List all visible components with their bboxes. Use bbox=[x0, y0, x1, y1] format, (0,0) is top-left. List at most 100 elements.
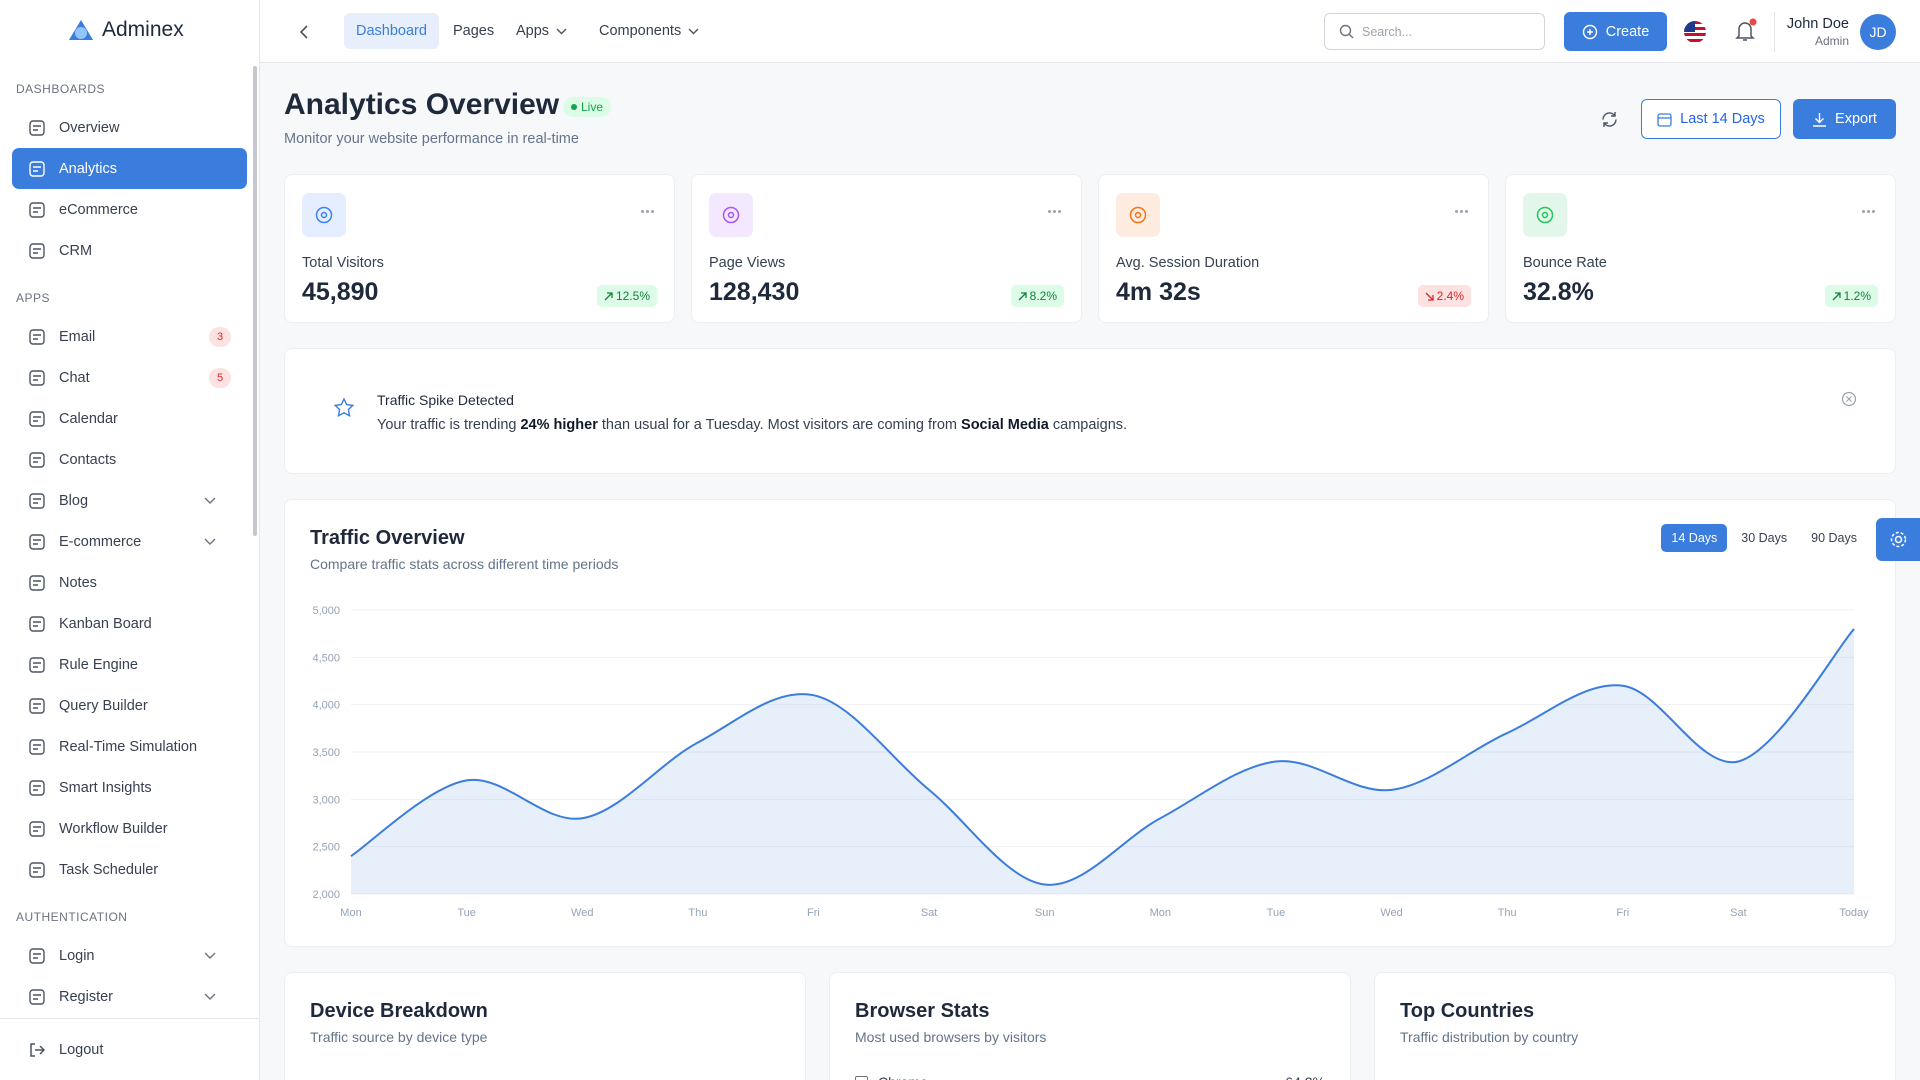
nav-item[interactable]: Pages bbox=[453, 23, 495, 39]
menu-label: Calendar bbox=[59, 410, 118, 427]
icon bbox=[29, 615, 45, 632]
menu-label: Register bbox=[59, 988, 113, 1005]
icon-shape bbox=[29, 201, 45, 218]
menu-item[interactable]: Rule Engine bbox=[12, 644, 247, 685]
icon-shape bbox=[29, 328, 45, 345]
brand: Adminex bbox=[68, 18, 184, 42]
y-tick-label: 2,000 bbox=[312, 889, 340, 901]
x-tick-label: Sun bbox=[1035, 907, 1055, 919]
icon-shape bbox=[29, 656, 45, 673]
range-tab[interactable]: 90 Days bbox=[1811, 531, 1857, 545]
icon-shape bbox=[33, 374, 41, 381]
icon-shape bbox=[33, 333, 41, 340]
more-menu[interactable] bbox=[1455, 210, 1468, 213]
settings-tab[interactable] bbox=[1876, 518, 1920, 561]
menu-item[interactable]: Overview bbox=[12, 107, 247, 148]
menu-item[interactable]: Task Scheduler bbox=[12, 849, 247, 890]
notifications[interactable] bbox=[1734, 18, 1758, 44]
menu-item[interactable]: Workflow Builder bbox=[12, 808, 247, 849]
icon bbox=[30, 1042, 46, 1057]
menu-item[interactable]: Calendar bbox=[12, 398, 247, 439]
menu-item[interactable]: Kanban Board bbox=[12, 603, 247, 644]
user-info[interactable]: John Doe Admin bbox=[1787, 16, 1849, 48]
icon bbox=[29, 656, 45, 673]
card-title: Device Breakdown bbox=[310, 1000, 488, 1022]
logo bbox=[69, 20, 93, 40]
info-card: Top Countries Traffic distribution by cou… bbox=[1374, 972, 1896, 1080]
icon-shape bbox=[33, 456, 41, 463]
icon-shape bbox=[29, 242, 45, 259]
card-subtitle: Traffic distribution by country bbox=[1400, 1029, 1579, 1045]
menu-item[interactable]: Analytics bbox=[12, 148, 247, 189]
menu-item[interactable]: Contacts bbox=[12, 439, 247, 480]
icon-shape bbox=[33, 702, 41, 709]
menu-item[interactable]: Email 3 bbox=[12, 316, 247, 357]
more-menu[interactable] bbox=[1048, 210, 1061, 213]
trend-arrow bbox=[1425, 292, 1434, 301]
range-tabs: 14 Days 30 Days 90 Days bbox=[1661, 524, 1867, 552]
menu-item[interactable]: Real-Time Simulation bbox=[12, 726, 247, 767]
menu-item[interactable]: Register bbox=[12, 976, 247, 1017]
menu-label: Kanban Board bbox=[59, 615, 152, 632]
icon bbox=[29, 861, 45, 878]
icon-shape bbox=[33, 866, 41, 873]
menu-item[interactable]: CRM bbox=[12, 230, 247, 271]
stat-label: Page Views bbox=[709, 255, 786, 271]
dot bbox=[641, 210, 644, 213]
range-tab[interactable]: 30 Days bbox=[1741, 531, 1788, 545]
x-tick-label: Mon bbox=[340, 907, 361, 919]
chart: 2,000 2,500 3,000 3,500 4,000 4,500 5,000 Mon Tu… bbox=[312, 605, 1869, 919]
change-label: 1.2% bbox=[1843, 289, 1871, 303]
nav-item[interactable]: Dashboard bbox=[344, 13, 439, 49]
icon bbox=[29, 820, 45, 837]
icon-shape bbox=[33, 825, 41, 832]
menu: DASHBOARDS Overview Analytics eCommerce CRM A… bbox=[0, 62, 259, 1018]
back-button[interactable] bbox=[298, 24, 312, 40]
dot bbox=[1460, 210, 1463, 213]
icon-shape bbox=[29, 947, 45, 964]
nav-item[interactable]: Apps bbox=[504, 13, 579, 49]
menu-item[interactable]: Chat 5 bbox=[12, 357, 247, 398]
close-alert[interactable] bbox=[1841, 391, 1857, 407]
icon-shape bbox=[33, 579, 41, 586]
nav-item[interactable]: Components bbox=[587, 13, 711, 49]
menu-item[interactable]: eCommerce bbox=[12, 189, 247, 230]
menu-item[interactable]: Notes bbox=[12, 562, 247, 603]
stat-value: 4m 32s bbox=[1116, 278, 1201, 306]
export-button[interactable]: Export bbox=[1793, 99, 1896, 139]
stat-label: Total Visitors bbox=[302, 255, 384, 271]
icon-shape bbox=[722, 206, 740, 224]
menu-item[interactable]: Blog bbox=[12, 480, 247, 521]
dot bbox=[1053, 210, 1056, 213]
avatar[interactable]: JD bbox=[1860, 14, 1896, 50]
logout[interactable]: Logout bbox=[12, 1029, 247, 1070]
range-tab[interactable]: 14 Days bbox=[1661, 524, 1728, 552]
menu-item[interactable]: Smart Insights bbox=[12, 767, 247, 808]
icon-shape bbox=[29, 988, 45, 1005]
date-range-button[interactable]: Last 14 Days bbox=[1641, 99, 1781, 139]
icon bbox=[29, 988, 45, 1005]
menu-item[interactable]: E-commerce bbox=[12, 521, 247, 562]
dot bbox=[1465, 210, 1468, 213]
more-menu[interactable] bbox=[641, 210, 654, 213]
menu-item[interactable]: Login bbox=[12, 935, 247, 976]
menu-item[interactable]: Query Builder bbox=[12, 685, 247, 726]
row-checkbox[interactable] bbox=[855, 1076, 868, 1080]
divider bbox=[0, 1018, 259, 1019]
language-flag[interactable] bbox=[1683, 20, 1707, 44]
icon bbox=[29, 369, 45, 386]
dot bbox=[646, 210, 649, 213]
refresh-button[interactable] bbox=[1600, 110, 1619, 129]
icon-shape bbox=[33, 952, 41, 959]
menu-label: Login bbox=[59, 947, 95, 964]
stat-card: Avg. Session Duration 4m 32s 2.4% bbox=[1098, 174, 1489, 323]
menu-label: Blog bbox=[59, 492, 89, 509]
row-name: Chrome bbox=[878, 1074, 928, 1080]
create-button[interactable]: Create bbox=[1564, 12, 1667, 51]
info-card: Device Breakdown Traffic source by device… bbox=[284, 972, 806, 1080]
menu-label: Query Builder bbox=[59, 697, 148, 714]
card-title: Top Countries bbox=[1400, 1000, 1535, 1022]
search-box[interactable]: Search... bbox=[1324, 13, 1545, 50]
icon-shape bbox=[33, 784, 41, 791]
more-menu[interactable] bbox=[1862, 210, 1875, 213]
